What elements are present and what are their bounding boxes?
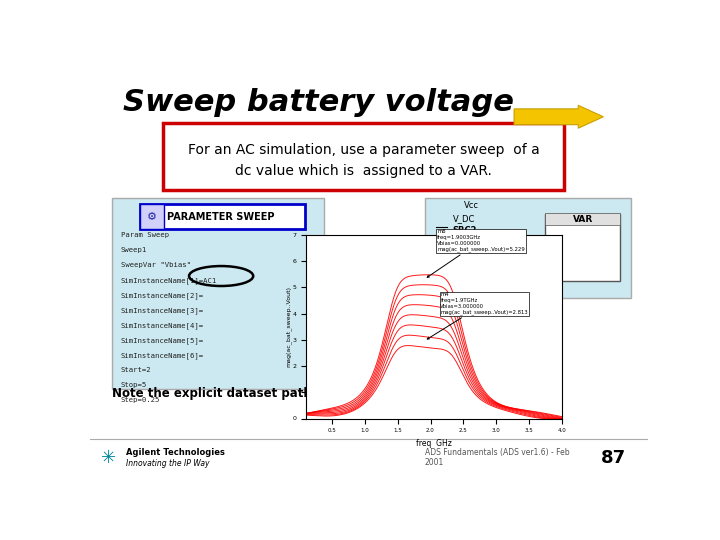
Text: SimInstanceName[4]=: SimInstanceName[4]=	[121, 322, 204, 329]
Text: SimInstanceName[1]=AC1: SimInstanceName[1]=AC1	[121, 277, 217, 284]
Text: Agilent Technologies: Agilent Technologies	[126, 448, 225, 457]
Text: dc value which is  assigned to a VAR.: dc value which is assigned to a VAR.	[235, 164, 492, 178]
Text: Start=2: Start=2	[121, 367, 151, 373]
Text: Param Sweep: Param Sweep	[121, 232, 168, 238]
Text: Step=0.25: Step=0.25	[121, 397, 160, 403]
FancyArrow shape	[514, 105, 603, 128]
FancyBboxPatch shape	[545, 213, 620, 225]
Text: 87: 87	[600, 449, 626, 467]
Text: ADS Fundamentals (ADS ver1.6) - Feb
2001: ADS Fundamentals (ADS ver1.6) - Feb 2001	[425, 448, 570, 468]
Text: SRC2: SRC2	[453, 226, 477, 235]
Text: SimInstanceName[3]=: SimInstanceName[3]=	[121, 307, 204, 314]
Text: Sweep1: Sweep1	[121, 247, 147, 253]
Text: SimInstanceName[5]=: SimInstanceName[5]=	[121, 337, 204, 344]
Text: For an AC simulation, use a parameter sweep  of a: For an AC simulation, use a parameter sw…	[187, 143, 539, 157]
Text: Note the explicit dataset path..: Note the explicit dataset path..	[112, 387, 321, 400]
FancyBboxPatch shape	[545, 214, 620, 281]
Text: Stop=5: Stop=5	[121, 382, 147, 388]
FancyBboxPatch shape	[140, 204, 305, 229]
Text: Vdc=Vbias: Vdc=Vbias	[453, 239, 498, 248]
Text: V_DC: V_DC	[453, 214, 475, 222]
Text: VAR1: VAR1	[572, 233, 594, 242]
Text: m4
freq=1.9TGHz
Vbias=3.000000
mag(ac_bat_sweep..Vout)=2.813: m4 freq=1.9TGHz Vbias=3.000000 mag(ac_ba…	[427, 292, 528, 339]
FancyBboxPatch shape	[140, 204, 163, 229]
Text: ✳: ✳	[101, 449, 117, 467]
FancyBboxPatch shape	[112, 198, 324, 389]
Y-axis label: mag(ac_bat_sweep..Vout): mag(ac_bat_sweep..Vout)	[285, 286, 291, 367]
Text: Vcc: Vcc	[464, 201, 479, 210]
FancyBboxPatch shape	[163, 123, 564, 190]
FancyBboxPatch shape	[425, 198, 631, 298]
Text: ⚙: ⚙	[147, 212, 157, 221]
Text: Sweep battery voltage: Sweep battery voltage	[124, 87, 514, 117]
Text: SimInstanceName[2]=: SimInstanceName[2]=	[121, 292, 204, 299]
Text: SimInstanceName[6]=: SimInstanceName[6]=	[121, 352, 204, 359]
X-axis label: freq  GHz: freq GHz	[416, 439, 451, 448]
Text: VAR: VAR	[572, 214, 593, 224]
Text: SweepVar "Vbias": SweepVar "Vbias"	[121, 262, 191, 268]
Text: m8
freq=1.9003GHz
Vbias=0.000000
mag(ac_bat_sweep..Vout)=5.229: m8 freq=1.9003GHz Vbias=0.000000 mag(ac_…	[427, 230, 525, 278]
Text: PARAMETER SWEEP: PARAMETER SWEEP	[167, 212, 274, 221]
Text: Vbias=5 V: Vbias=5 V	[561, 248, 605, 258]
Text: Innovating the IP Way: Innovating the IP Way	[126, 458, 210, 468]
